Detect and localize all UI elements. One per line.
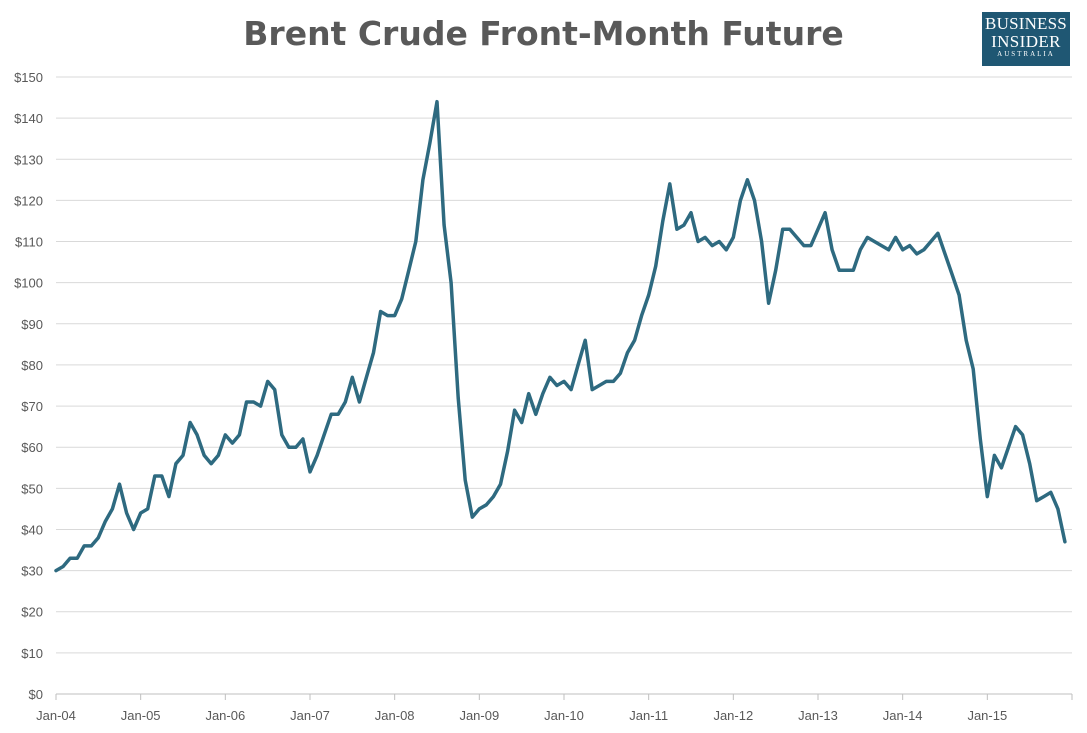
y-tick-label: $40 — [21, 522, 43, 537]
x-tick-label: Jan-06 — [205, 708, 245, 723]
y-tick-label: $10 — [21, 646, 43, 661]
y-tick-label: $130 — [14, 152, 43, 167]
x-tick-label: Jan-09 — [459, 708, 499, 723]
chart-title: Brent Crude Front-Month Future — [243, 14, 844, 53]
x-tick-label: Jan-05 — [121, 708, 161, 723]
y-tick-label: $0 — [29, 687, 43, 702]
y-tick-label: $30 — [21, 564, 43, 579]
y-tick-label: $70 — [21, 399, 43, 414]
x-tick-label: Jan-10 — [544, 708, 584, 723]
x-tick-label: Jan-04 — [36, 708, 76, 723]
y-axis-tick-labels: $0 $10 $20 $30 $40 $50 $60 $70 $80 $90 $100 $110 $12… — [14, 70, 43, 702]
y-tick-label: $100 — [14, 276, 43, 291]
y-tick-label: $80 — [21, 358, 43, 373]
x-tick-label: Jan-07 — [290, 708, 330, 723]
y-tick-label: $140 — [14, 111, 43, 126]
logo-line-1: BUSINESS — [985, 14, 1067, 33]
y-tick-label: $50 — [21, 481, 43, 496]
x-tick-label: Jan-13 — [798, 708, 838, 723]
y-tick-label: $90 — [21, 317, 43, 332]
x-tick-label: Jan-12 — [713, 708, 753, 723]
price-line — [54, 99, 1067, 573]
y-tick-label: $60 — [21, 440, 43, 455]
x-tick-label: Jan-14 — [883, 708, 923, 723]
y-tick-label: $150 — [14, 70, 43, 85]
y-tick-label: $110 — [15, 235, 43, 250]
x-tick-label: Jan-11 — [629, 708, 668, 723]
series-group — [54, 99, 1067, 573]
y-tick-label: $20 — [21, 605, 43, 620]
x-tick-label: Jan-08 — [375, 708, 415, 723]
logo-line-3: AUSTRALIA — [997, 50, 1055, 58]
x-axis: Jan-04 Jan-05 Jan-06 Jan-07 Jan-08 Jan-09 Jan-… — [36, 693, 1073, 723]
y-tick-label: $120 — [14, 193, 43, 208]
x-tick-label: Jan-15 — [967, 708, 1007, 723]
logo-line-2: INSIDER — [991, 32, 1061, 51]
gridlines — [56, 76, 1072, 654]
business-insider-logo: BUSINESS INSIDER AUSTRALIA — [982, 12, 1070, 66]
